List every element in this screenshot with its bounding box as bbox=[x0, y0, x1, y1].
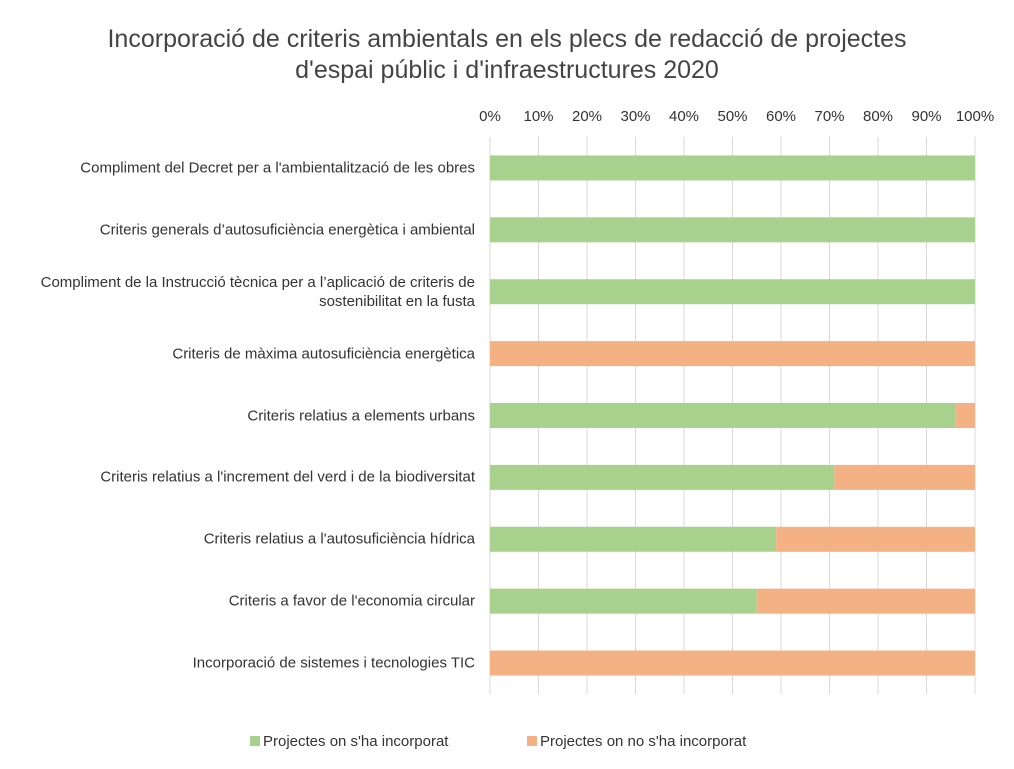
category-label: Compliment de la Instrucció tècnica per … bbox=[40, 273, 475, 310]
bar-segment bbox=[756, 588, 975, 614]
category-label: Criteris generals d’autosuficiència ener… bbox=[99, 221, 475, 239]
x-tick-label: 70% bbox=[814, 108, 844, 125]
bar-segment bbox=[490, 464, 835, 490]
bar-segment bbox=[490, 650, 975, 676]
x-tick-label: 40% bbox=[669, 108, 699, 125]
legend-label: Projectes on s'ha incorporat bbox=[263, 733, 449, 750]
bar-segment bbox=[955, 403, 975, 428]
legend-swatch bbox=[527, 736, 537, 746]
x-tick-label: 30% bbox=[620, 108, 650, 125]
bar-segment bbox=[490, 217, 975, 243]
category-label: Incorporació de sistemes i tecnologies T… bbox=[192, 654, 475, 672]
x-tick-label: 0% bbox=[479, 108, 501, 125]
category-label: Criteris relatius a elements urbans bbox=[247, 407, 475, 424]
legend-label: Projectes on no s'ha incorporat bbox=[540, 733, 747, 750]
x-tick-label: 10% bbox=[523, 108, 553, 125]
x-tick-label: 80% bbox=[863, 108, 893, 125]
x-tick-label: 60% bbox=[766, 108, 796, 125]
bar-segment bbox=[490, 341, 975, 367]
x-tick-label: 90% bbox=[911, 108, 941, 125]
category-label: Compliment del Decret per a l'ambientali… bbox=[80, 159, 475, 177]
bar-segment bbox=[490, 403, 956, 428]
bar-segment bbox=[776, 526, 975, 552]
bar-segment bbox=[490, 526, 777, 552]
x-tick-label: 50% bbox=[717, 108, 747, 125]
bar-segment bbox=[490, 155, 975, 181]
x-tick-label: 20% bbox=[572, 108, 602, 125]
category-label: Criteris de màxima autosuficiència energ… bbox=[172, 345, 475, 363]
chart-title: Incorporació de criteris ambientals en e… bbox=[107, 25, 907, 84]
bar-segment bbox=[490, 588, 757, 614]
bar-segment bbox=[490, 279, 975, 305]
bar-segment bbox=[834, 464, 975, 490]
category-label: Criteris a favor de l'economia circular bbox=[228, 592, 475, 610]
category-label: Criteris relatius a l'autosuficiència hí… bbox=[203, 530, 475, 548]
category-label: Criteris relatius a l'increment del verd… bbox=[100, 468, 475, 486]
x-tick-label: 100% bbox=[956, 108, 994, 125]
legend-swatch bbox=[250, 736, 260, 746]
